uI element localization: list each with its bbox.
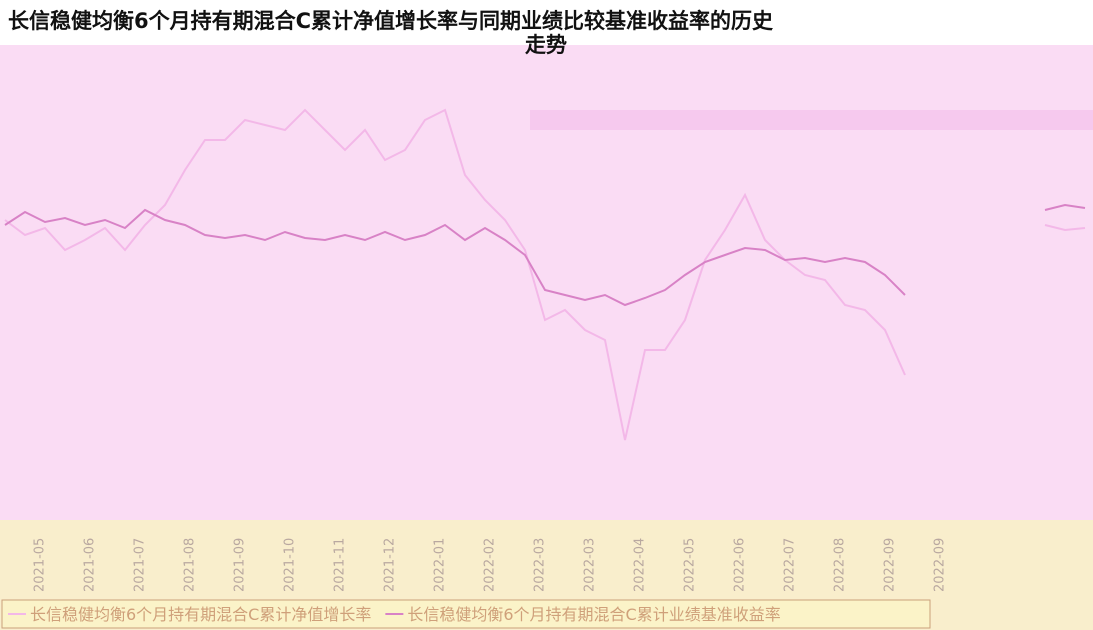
x-tick-label: 2021-06 (83, 538, 98, 592)
artifact-band (530, 110, 1093, 130)
x-tick-label: 2021-09 (233, 538, 248, 592)
x-tick-label: 2021-10 (283, 538, 298, 592)
x-tick-label: 2022-06 (733, 538, 748, 592)
x-tick-label: 2022-03 (533, 538, 548, 592)
series-line (4, 203, 1086, 307)
x-tick-label: 2022-09 (933, 538, 948, 592)
x-tick-label: 2022-04 (633, 538, 648, 592)
x-tick-label: 2022-07 (783, 538, 798, 592)
x-tick-label: 2022-05 (683, 538, 698, 592)
x-tick-label: 2022-08 (833, 538, 848, 592)
legend-label: 长信稳健均衡6个月持有期混合C累计业绩基准收益率 (407, 605, 780, 624)
x-tick-label: 2021-11 (333, 538, 348, 592)
x-tick-label: 2022-01 (433, 538, 448, 592)
x-tick-label: 2022-09 (883, 538, 898, 592)
legend-label: 长信稳健均衡6个月持有期混合C累计净值增长率 (30, 605, 371, 624)
x-tick-label: 2021-05 (33, 538, 48, 592)
x-tick-label: 2022-03 (583, 538, 598, 592)
x-tick-label: 2021-07 (133, 538, 148, 592)
x-tick-label: 2022-02 (483, 538, 498, 592)
chart-title: 长信稳健均衡6个月持有期混合C累计净值增长率与同期业绩比较基准收益率的历史走势 (8, 9, 774, 57)
x-tick-label: 2021-08 (183, 538, 198, 592)
legend (1, 599, 931, 629)
x-tick-label: 2021-12 (383, 538, 398, 592)
